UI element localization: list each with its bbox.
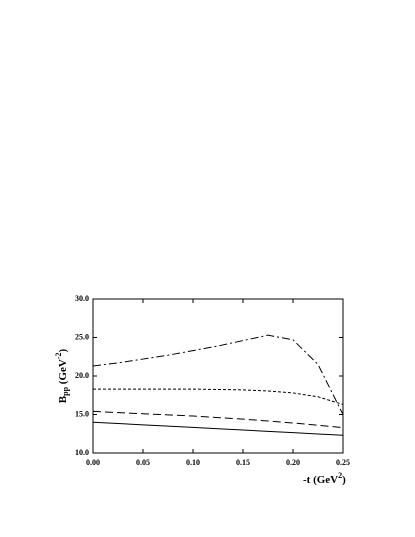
- line-series: [92, 334, 344, 415]
- y-label-sub: pp: [61, 386, 70, 395]
- line-series: [92, 410, 344, 429]
- line-series: [93, 388, 344, 405]
- x-label-text: -t (GeV: [303, 474, 338, 486]
- x-tick-label: 0.25: [336, 458, 350, 467]
- y-label-text: B: [57, 395, 69, 403]
- x-axis-label: -t (GeV2): [303, 471, 346, 486]
- y-tick-label: 25.0: [75, 332, 89, 341]
- y-label-sup: -2: [54, 352, 63, 359]
- line-series: [92, 421, 344, 436]
- x-tick-label: 0.05: [136, 458, 150, 467]
- y-axis-label: Bpp (GeV-2): [54, 348, 70, 403]
- x-label-text: ): [342, 474, 346, 486]
- x-tick-label: 0.00: [86, 458, 100, 467]
- plot-frame: [92, 298, 344, 454]
- y-tick-label: 15.0: [75, 409, 89, 418]
- y-label-text: (GeV: [57, 359, 69, 387]
- y-tick-label: 10.0: [75, 448, 89, 457]
- x-label-sup: 2: [338, 471, 342, 480]
- x-tick-label: 0.15: [236, 458, 250, 467]
- x-tick-label: 0.10: [186, 458, 200, 467]
- y-tick-label: 30.0: [75, 294, 89, 303]
- y-tick-label: 20.0: [75, 371, 89, 380]
- y-label-text: ): [57, 348, 69, 352]
- x-tick-label: 0.20: [286, 458, 300, 467]
